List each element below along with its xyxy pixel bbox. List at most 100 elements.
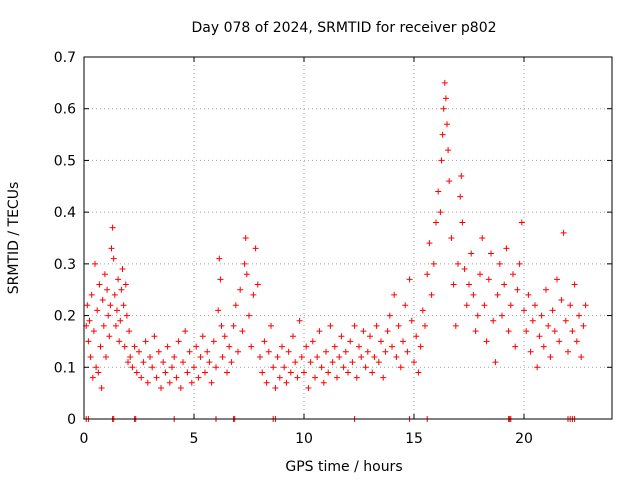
data-point (129, 364, 136, 371)
data-point (221, 333, 228, 340)
data-point (505, 328, 512, 335)
data-point (340, 364, 347, 371)
data-point (499, 312, 505, 319)
data-point (331, 343, 338, 350)
x-tick-label: 15 (405, 431, 423, 447)
data-point (237, 286, 244, 293)
data-point (384, 328, 391, 335)
data-point (479, 235, 486, 241)
data-point (84, 302, 91, 309)
data-point (455, 260, 461, 267)
data-point (459, 219, 466, 226)
data-point (285, 348, 292, 355)
data-point (323, 348, 329, 355)
data-point (213, 364, 219, 371)
data-point (567, 302, 574, 309)
data-point (114, 307, 120, 314)
data-point (338, 333, 345, 340)
data-point (518, 219, 525, 226)
data-point (342, 348, 349, 355)
data-point (345, 369, 351, 376)
data-point (521, 307, 527, 314)
data-point (224, 369, 230, 376)
data-point (582, 302, 589, 309)
data-point (494, 291, 501, 298)
data-point (580, 322, 587, 329)
data-point (92, 260, 98, 267)
data-point (204, 348, 211, 355)
data-point (364, 348, 371, 355)
data-point (369, 369, 376, 376)
data-point (125, 359, 131, 366)
y-tick-label: 0.2 (54, 309, 76, 325)
data-points (83, 79, 589, 422)
data-point (110, 255, 117, 262)
data-point (492, 359, 499, 366)
data-point (569, 328, 576, 335)
data-point (169, 364, 175, 371)
data-point (98, 384, 105, 391)
data-point (353, 374, 360, 381)
y-tick-label: 0.7 (54, 50, 76, 66)
data-point (560, 229, 567, 236)
data-point (94, 307, 101, 314)
data-point (413, 333, 420, 340)
data-point (235, 348, 241, 355)
data-point (477, 271, 483, 278)
data-point (318, 364, 325, 371)
data-point (424, 271, 431, 278)
data-point (182, 328, 189, 335)
data-point (296, 317, 303, 324)
data-point (101, 271, 108, 278)
y-tick-label: 0.3 (54, 257, 76, 273)
data-point (210, 338, 217, 345)
data-point (250, 291, 257, 298)
data-point (265, 348, 272, 355)
data-point (419, 307, 426, 314)
data-point (470, 291, 477, 298)
data-point (99, 297, 106, 304)
data-point (428, 291, 435, 298)
data-point (441, 79, 448, 86)
data-point (461, 266, 468, 273)
data-point (490, 317, 497, 324)
data-point (362, 364, 369, 371)
data-point (216, 255, 223, 262)
data-point (527, 348, 534, 355)
data-point (472, 328, 479, 335)
data-point (252, 245, 259, 252)
data-point (452, 322, 459, 329)
data-point (433, 219, 439, 226)
data-point (496, 260, 503, 267)
y-axis-label: SRMTID / TECUs (6, 182, 22, 295)
data-point (93, 364, 100, 371)
data-point (259, 369, 266, 376)
data-point (290, 333, 296, 340)
data-point (549, 307, 556, 314)
data-point (562, 317, 569, 324)
data-point (100, 322, 107, 329)
data-point (516, 260, 523, 267)
data-point (417, 343, 424, 350)
data-point (349, 359, 356, 366)
data-point (397, 364, 404, 371)
data-point (228, 359, 235, 366)
data-point (523, 328, 530, 335)
data-point (463, 302, 470, 309)
data-point (184, 369, 191, 376)
data-point (138, 374, 145, 381)
data-point (112, 322, 119, 329)
data-point (175, 338, 182, 345)
data-point (246, 312, 252, 319)
data-point (551, 328, 558, 335)
data-point (177, 384, 184, 391)
data-point (422, 322, 428, 329)
data-point (457, 193, 464, 200)
data-point (389, 343, 395, 350)
data-point (386, 312, 393, 319)
y-tick-label: 0 (67, 412, 76, 428)
data-point (166, 379, 173, 386)
data-point (320, 379, 327, 386)
data-point (147, 353, 153, 360)
data-point (305, 384, 312, 391)
